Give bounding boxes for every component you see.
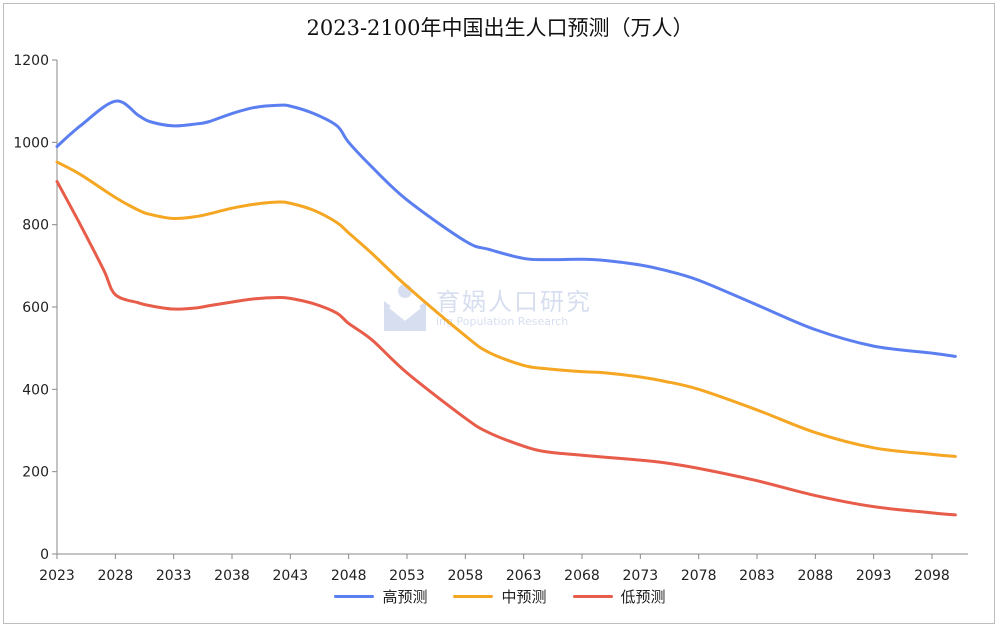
watermark-text: 育娲人口研究 (436, 287, 592, 316)
y-tick-label: 200 (22, 465, 49, 481)
x-tick-label: 2068 (564, 568, 600, 584)
x-tick-label: 2058 (448, 568, 484, 584)
series-line-2 (55, 160, 957, 458)
x-tick-label: 2063 (506, 568, 542, 584)
legend-label: 中预测 (501, 588, 547, 606)
chart-frame (3, 3, 995, 624)
legend-swatch (334, 595, 375, 598)
chart-title: 2023-2100年中国出生人口预测（万人） (306, 16, 694, 40)
series-line-3 (55, 179, 957, 517)
y-tick-label: 600 (22, 300, 49, 316)
x-tick-label: 2073 (623, 568, 659, 584)
legend-label: 低预测 (620, 588, 666, 606)
x-tick-label: 2078 (681, 568, 717, 584)
x-tick-label: 2023 (39, 568, 75, 584)
y-tick-label: 1000 (13, 135, 49, 151)
chart-axes: 0 200 400 600 800 1000 1200 2023 2028 2033 2038 204… (13, 53, 968, 584)
watermark-subtext: ing Population Research (436, 314, 569, 328)
legend-swatch (453, 595, 494, 598)
x-tick-label: 2098 (914, 568, 950, 584)
x-tick-label: 2038 (214, 568, 250, 584)
y-tick-label: 800 (22, 218, 49, 234)
x-tick-label: 2053 (389, 568, 425, 584)
y-tick-label: 400 (22, 382, 49, 398)
legend-item-2: 中预测 (453, 586, 547, 607)
legend-label: 高预测 (382, 588, 428, 606)
x-tick-label: 2048 (331, 568, 367, 584)
x-tick-label: 2088 (798, 568, 834, 584)
legend-swatch (572, 595, 613, 598)
chart-legend: 高预测 中预测 低预测 (0, 586, 1000, 607)
y-tick-label: 1200 (13, 53, 49, 69)
series-line-1 (55, 99, 957, 358)
watermark: 育娲人口研究 ing Population Research (382, 283, 592, 333)
x-tick-label: 2033 (156, 568, 192, 584)
x-tick-label: 2083 (739, 568, 775, 584)
x-tick-label: 2028 (98, 568, 134, 584)
legend-item-3: 低预测 (572, 586, 666, 607)
y-tick-label: 0 (40, 547, 49, 563)
x-tick-label: 2093 (856, 568, 892, 584)
chart-lines (55, 99, 957, 517)
x-tick-label: 2043 (273, 568, 309, 584)
legend-item-1: 高预测 (334, 586, 427, 607)
